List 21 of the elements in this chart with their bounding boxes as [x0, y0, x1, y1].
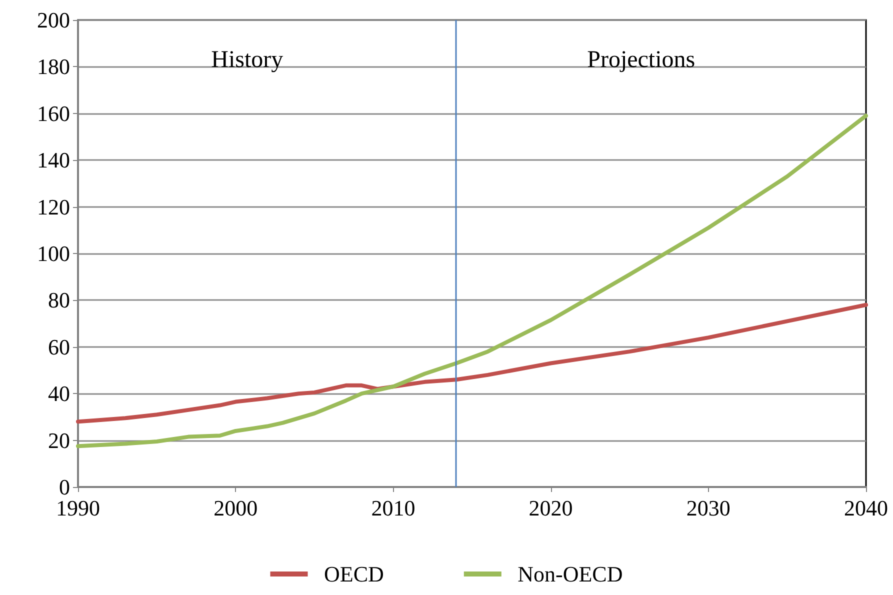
legend-label: OECD — [324, 562, 384, 586]
y-tick-label: 60 — [48, 334, 70, 360]
x-tick-label: 2000 — [214, 496, 258, 520]
y-tick-label: 20 — [48, 428, 70, 453]
x-tick-label: 2030 — [686, 496, 730, 520]
y-tick-label: 120 — [37, 194, 70, 220]
annotation: History — [211, 47, 284, 73]
y-tick-label: 80 — [48, 288, 70, 313]
y-tick-label: 180 — [37, 54, 70, 80]
line-series — [76, 302, 868, 424]
line-series — [76, 114, 868, 448]
legend-label: Non-OECD — [518, 562, 623, 586]
y-tick-label: 40 — [48, 381, 70, 406]
y-tick-label: 140 — [37, 148, 70, 173]
x-tick-label: 2020 — [528, 496, 573, 520]
y-tick-label: 160 — [37, 100, 70, 126]
y-tick-label: 200 — [37, 8, 70, 32]
x-tick-label: 2010 — [371, 496, 416, 520]
y-tick-label: 100 — [37, 241, 70, 266]
annotation: Projections — [587, 47, 696, 73]
x-tick-label: 2040 — [844, 496, 888, 520]
